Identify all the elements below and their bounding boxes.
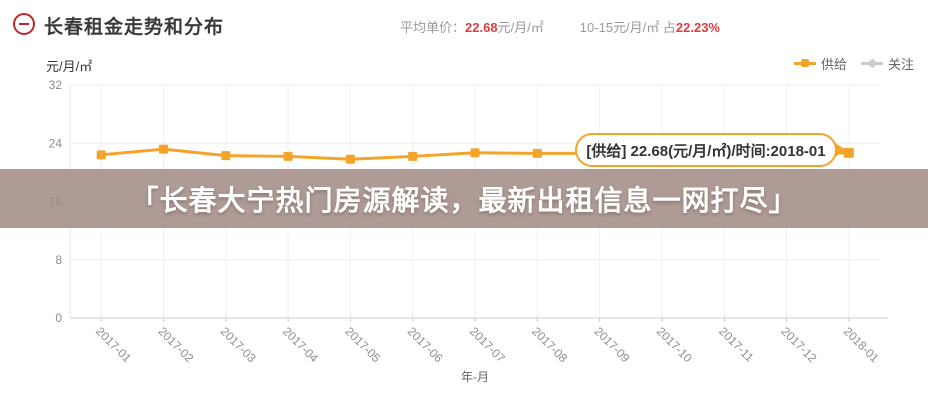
legend-item-watch[interactable]: 关注 <box>860 54 914 73</box>
collapse-icon[interactable] <box>13 13 35 35</box>
data-point-marker[interactable] <box>532 148 542 158</box>
avg-price-value: 22.68 <box>465 20 498 35</box>
svg-text:0: 0 <box>55 311 62 325</box>
promo-banner-text: 「长春大宁热门房源解读，最新出租信息一网打尽」 <box>130 184 798 216</box>
data-point-marker[interactable] <box>96 150 106 160</box>
watch-line-marker-icon <box>860 62 883 65</box>
legend-item-supply[interactable]: 供给 <box>793 54 847 73</box>
svg-text:2017-09: 2017-09 <box>591 324 632 365</box>
legend-watch-label: 关注 <box>887 57 914 72</box>
promo-banner[interactable]: 「长春大宁热门房源解读，最新出租信息一网打尽」 <box>0 169 928 228</box>
y-axis-unit-label: 元/月/㎡ <box>46 59 93 74</box>
chart-legend: 供给 关注 <box>793 54 914 73</box>
range-share-stat: 10-15元/月/㎡ 占22.23% <box>579 20 720 35</box>
svg-text:24: 24 <box>49 136 63 150</box>
svg-text:32: 32 <box>49 78 63 92</box>
svg-text:2017-12: 2017-12 <box>778 324 819 365</box>
tooltip-text: [供给] 22.68(元/月/㎡)/时间:2018-01 <box>586 142 826 160</box>
svg-text:8: 8 <box>55 253 62 267</box>
svg-text:年-月: 年-月 <box>461 370 489 384</box>
range-share-value: 22.23% <box>675 20 720 35</box>
data-point-marker[interactable] <box>470 148 480 158</box>
svg-text:2017-02: 2017-02 <box>155 324 196 365</box>
widget-header: 长春租金走势和分布 平均单价：22.68元/月/㎡ 10-15元/月/㎡ 占22.… <box>0 0 928 48</box>
supply-line-marker-icon <box>793 59 816 67</box>
svg-text:2017-06: 2017-06 <box>405 324 446 365</box>
summary-stats: 平均单价：22.68元/月/㎡ 10-15元/月/㎡ 占22.23% <box>400 17 756 36</box>
data-point-marker[interactable] <box>221 151 231 161</box>
avg-price-stat: 平均单价：22.68元/月/㎡ <box>400 20 544 35</box>
svg-text:2017-05: 2017-05 <box>342 324 383 365</box>
svg-text:2018-01: 2018-01 <box>841 324 882 365</box>
svg-text:2017-11: 2017-11 <box>716 324 757 365</box>
svg-text:2017-07: 2017-07 <box>467 324 508 365</box>
svg-text:2017-10: 2017-10 <box>654 324 695 365</box>
data-point-marker[interactable] <box>408 151 418 161</box>
data-point-marker[interactable] <box>283 151 293 161</box>
svg-text:2017-01: 2017-01 <box>93 324 134 365</box>
data-point-marker[interactable] <box>345 154 355 164</box>
legend-supply-label: 供给 <box>820 57 847 72</box>
page-title: 长春租金走势和分布 <box>44 17 225 38</box>
chart-tooltip: [供给] 22.68(元/月/㎡)/时间:2018-01 <box>575 133 846 167</box>
svg-text:2017-08: 2017-08 <box>529 324 570 365</box>
data-point-marker[interactable] <box>843 147 854 158</box>
data-point-marker[interactable] <box>159 144 168 154</box>
svg-text:2017-03: 2017-03 <box>218 324 259 365</box>
svg-text:2017-04: 2017-04 <box>280 324 321 365</box>
